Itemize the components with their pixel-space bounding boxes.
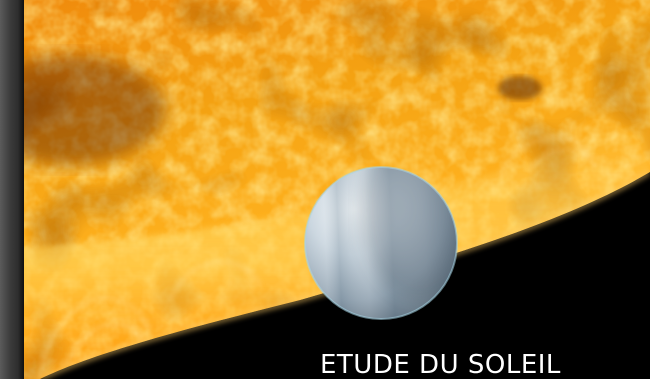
sun-limb: [39, 170, 650, 379]
left-frame-bar: [0, 0, 24, 379]
exoplanet: [304, 166, 458, 320]
sunspot: [498, 76, 542, 100]
photo-caption: ETUDE DU SOLEIL: [320, 350, 561, 379]
